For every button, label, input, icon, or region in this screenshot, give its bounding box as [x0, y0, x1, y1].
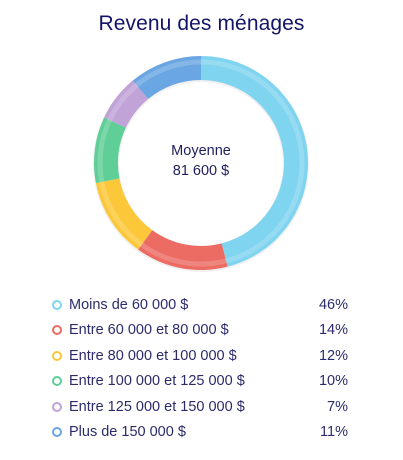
legend-marker-icon — [52, 350, 62, 361]
legend-value: 46% — [318, 296, 348, 313]
average-value: 81 600 $ — [172, 163, 230, 179]
legend-item[interactable]: Moins de 60 000 $ 46% — [52, 292, 348, 318]
legend-label: Plus de 150 000 $ — [69, 424, 186, 441]
donut-chart — [93, 56, 309, 272]
donut-slice-5[interactable] — [104, 80, 149, 128]
donut-slice-2[interactable] — [138, 230, 228, 270]
legend-item[interactable]: Plus de 150 000 $ 11% — [52, 420, 348, 446]
legend-item[interactable]: Entre 60 000 et 80 000 $ 14% — [52, 318, 348, 344]
donut-slice-6[interactable] — [132, 56, 201, 100]
chart-legend: Moins de 60 000 $ 46% Entre 60 000 et 80 0… — [52, 292, 348, 445]
donut-slice-4[interactable] — [94, 117, 126, 184]
donut-slice-1[interactable] — [201, 56, 308, 267]
legend-label: Entre 80 000 et 100 000 $ — [69, 347, 237, 364]
legend-label: Entre 60 000 et 80 000 $ — [69, 322, 229, 339]
donut-chart-container — [93, 56, 309, 272]
legend-value: 7% — [327, 398, 348, 415]
legend-value: 12% — [318, 347, 348, 364]
legend-value: 11% — [320, 424, 348, 441]
donut-center-label: Moyenne 81 600 $ — [151, 141, 251, 181]
legend-marker-icon — [52, 299, 62, 310]
legend-marker-icon — [52, 376, 62, 387]
donut-slice-3[interactable] — [95, 178, 153, 250]
legend-value: 14% — [318, 322, 348, 339]
average-label: Moyenne — [171, 143, 231, 159]
legend-label: Entre 125 000 et 150 000 $ — [69, 398, 245, 415]
chart-title: Revenu des ménages — [98, 12, 305, 35]
legend-item[interactable]: Entre 125 000 et 150 000 $ 7% — [52, 394, 348, 420]
legend-marker-icon — [52, 427, 62, 438]
legend-label: Moins de 60 000 $ — [69, 296, 189, 313]
donut-highlight — [97, 59, 305, 267]
legend-marker-icon — [52, 325, 62, 336]
legend-value: 10% — [318, 373, 348, 390]
legend-item[interactable]: Entre 100 000 et 125 000 $ 10% — [52, 369, 348, 395]
legend-label: Entre 100 000 et 125 000 $ — [69, 373, 245, 390]
legend-item[interactable]: Entre 80 000 et 100 000 $ 12% — [52, 343, 348, 369]
legend-marker-icon — [52, 401, 62, 412]
